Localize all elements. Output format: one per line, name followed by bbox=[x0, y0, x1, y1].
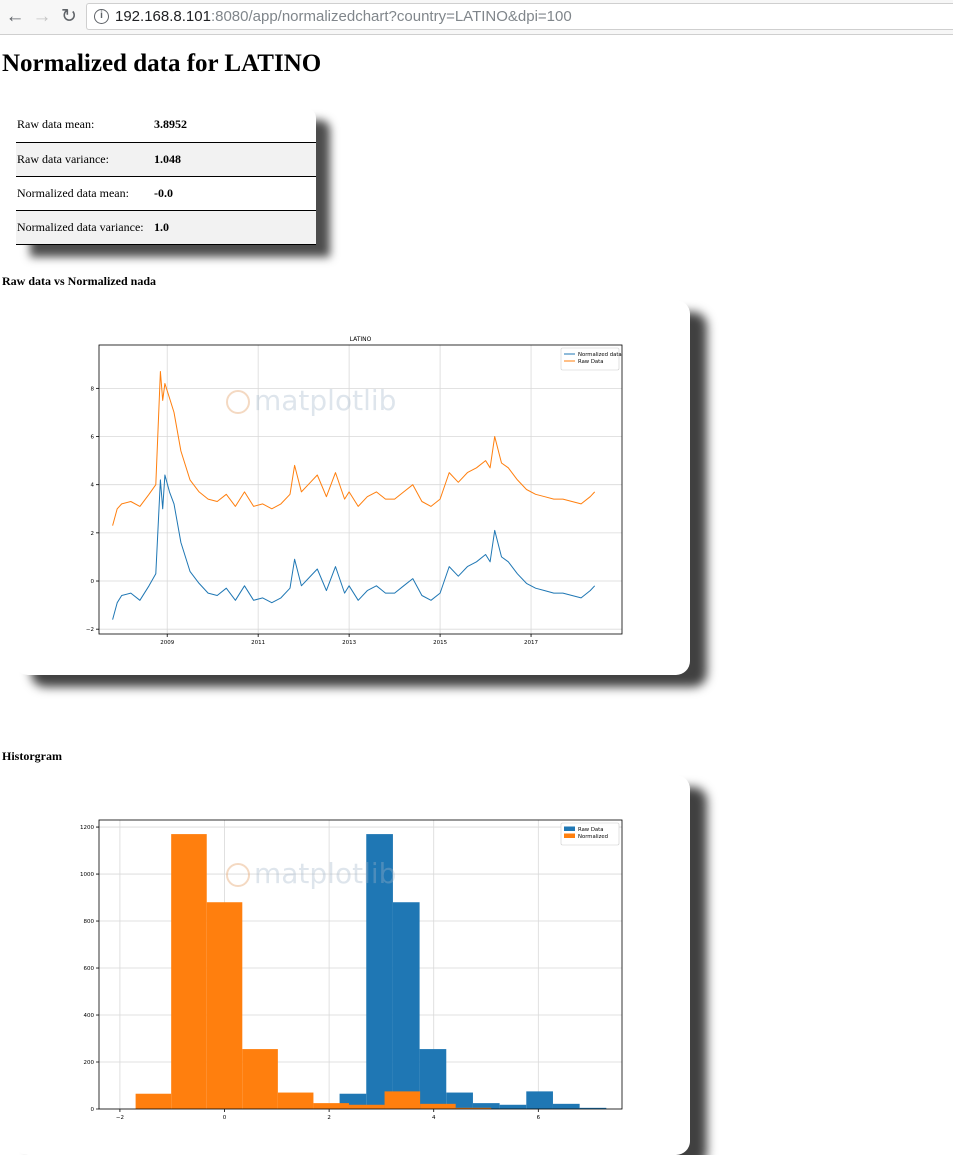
line-chart-card: 2009 2011 2013 2015 2017 −2 0 2 4 6 8 LATINO Normali… bbox=[14, 300, 690, 675]
x-tick-label: 2 bbox=[327, 1115, 331, 1121]
watermark-text: matplotlib bbox=[254, 857, 397, 890]
x-tick-label: 2011 bbox=[251, 640, 265, 646]
legend-label: Normalized bbox=[578, 834, 608, 840]
normalized-bar bbox=[171, 834, 207, 1109]
raw-data-bar bbox=[366, 834, 393, 1109]
legend-label: Raw Data bbox=[578, 359, 603, 365]
y-tick-label: 200 bbox=[84, 1060, 95, 1066]
stats-label: Raw data mean: bbox=[17, 117, 95, 132]
stats-table: Raw data mean: 3.8952 Raw data variance:… bbox=[16, 108, 316, 245]
stats-label: Raw data variance: bbox=[17, 151, 109, 166]
watermark-text: matplotlib bbox=[254, 384, 397, 417]
stats-value: 1.0 bbox=[154, 219, 169, 234]
raw-data-bar bbox=[419, 1049, 447, 1109]
axes-frame bbox=[98, 344, 623, 635]
back-icon[interactable]: ← bbox=[5, 6, 25, 27]
raw-data-bar bbox=[392, 902, 420, 1109]
address-bar[interactable]: i 192.168.8.101:8080/app/normalizedchart… bbox=[86, 3, 953, 30]
legend-swatch bbox=[564, 826, 575, 831]
legend bbox=[560, 822, 620, 846]
legend bbox=[560, 347, 620, 371]
stats-label: Normalized data variance: bbox=[17, 219, 144, 234]
y-tick-label: 400 bbox=[84, 1013, 95, 1019]
x-tick-label: −2 bbox=[116, 1115, 124, 1121]
page-title: Normalized data for LATINO bbox=[2, 50, 322, 77]
forward-icon[interactable]: → bbox=[32, 6, 52, 27]
y-tick-label: 0 bbox=[91, 1107, 95, 1113]
line-chart: 2009 2011 2013 2015 2017 −2 0 2 4 6 8 LATINO Normali… bbox=[86, 336, 623, 646]
raw-data-bar bbox=[499, 1104, 527, 1109]
raw-data-line bbox=[112, 371, 596, 526]
stats-row: Raw data variance: 1.048 bbox=[16, 142, 316, 176]
normalized-bar bbox=[348, 1104, 385, 1109]
histogram-card: −2 0 2 4 6 0 200 400 600 800 1000 1200 Raw Data Norma… bbox=[14, 775, 690, 1155]
x-tick-label: 0 bbox=[223, 1115, 227, 1121]
y-tick-label: 600 bbox=[84, 966, 95, 972]
stats-value: 1.048 bbox=[154, 151, 181, 166]
x-tick-label: 6 bbox=[537, 1115, 541, 1121]
y-tick-label: 800 bbox=[84, 919, 95, 925]
histogram-heading: Historgram bbox=[2, 749, 62, 763]
x-tick-label: 2013 bbox=[342, 640, 356, 646]
x-tick-label: 2009 bbox=[160, 640, 174, 646]
stats-row: Normalized data mean: -0.0 bbox=[16, 176, 316, 210]
matplotlib-logo-icon bbox=[226, 390, 250, 414]
line-chart-heading: Raw data vs Normalized nada bbox=[2, 274, 157, 288]
raw-data-bar bbox=[526, 1091, 553, 1109]
legend-label: Raw Data bbox=[578, 827, 603, 833]
normalized-bar bbox=[313, 1103, 349, 1109]
normalized-bar bbox=[242, 1049, 278, 1109]
normalized-bar bbox=[455, 1107, 492, 1109]
x-tick-label: 2017 bbox=[524, 640, 538, 646]
y-tick-label: 0 bbox=[91, 579, 95, 585]
raw-data-bar bbox=[472, 1103, 500, 1109]
x-tick-label: 4 bbox=[432, 1115, 436, 1121]
normalized-data-line bbox=[112, 474, 596, 620]
stats-value: 3.8952 bbox=[154, 117, 187, 132]
url-path: :8080/app/normalizedchart?country=LATINO… bbox=[210, 8, 572, 25]
normalized-bar bbox=[384, 1091, 421, 1109]
url-text[interactable]: 192.168.8.101:8080/app/normalizedchart?c… bbox=[115, 8, 572, 25]
normalized-bar bbox=[277, 1092, 314, 1109]
legend-swatch bbox=[564, 833, 575, 838]
x-tick-label: 2015 bbox=[433, 640, 447, 646]
y-tick-label: −2 bbox=[86, 627, 94, 633]
reload-icon[interactable]: ↻ bbox=[61, 6, 77, 27]
matplotlib-logo-icon bbox=[226, 863, 250, 887]
matplotlib-watermark: matplotlib bbox=[226, 384, 396, 417]
matplotlib-watermark: matplotlib bbox=[226, 857, 396, 890]
browser-toolbar: ← → ↻ i 192.168.8.101:8080/app/normalize… bbox=[0, 0, 953, 35]
stats-row: Normalized data variance: 1.0 bbox=[16, 210, 316, 244]
raw-data-bar bbox=[552, 1103, 580, 1109]
normalized-bar bbox=[206, 902, 243, 1109]
y-tick-label: 1200 bbox=[80, 825, 94, 831]
normalized-bar bbox=[420, 1103, 456, 1109]
y-tick-label: 2 bbox=[91, 531, 95, 537]
y-tick-label: 6 bbox=[91, 435, 95, 441]
histogram-chart: −2 0 2 4 6 0 200 400 600 800 1000 1200 Raw DataNorma… bbox=[80, 819, 623, 1121]
stats-row: Raw data mean: 3.8952 bbox=[16, 108, 316, 142]
legend-label: Normalized data bbox=[578, 352, 622, 358]
url-host: 192.168.8.101 bbox=[115, 8, 211, 25]
stats-label: Normalized data mean: bbox=[17, 185, 129, 200]
raw-data-bar bbox=[579, 1107, 607, 1109]
y-tick-label: 1000 bbox=[80, 872, 94, 878]
y-tick-label: 8 bbox=[91, 386, 95, 392]
info-icon[interactable]: i bbox=[94, 9, 109, 24]
y-tick-label: 4 bbox=[91, 483, 95, 489]
stats-value: -0.0 bbox=[154, 185, 173, 200]
axes-frame bbox=[98, 819, 623, 1110]
normalized-bar bbox=[135, 1093, 172, 1109]
chart-title: LATINO bbox=[350, 336, 372, 343]
